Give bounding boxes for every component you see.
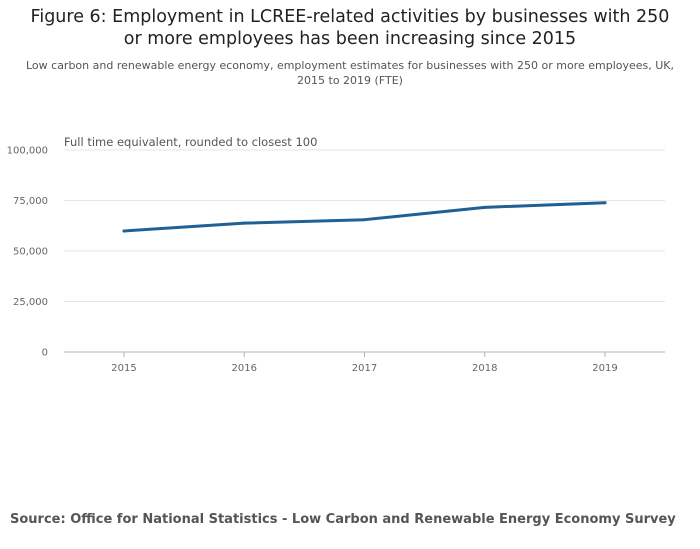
x-tick-label: 2018 [472, 363, 497, 374]
x-tick-label: 2016 [232, 363, 257, 374]
series-line [122, 201, 607, 233]
x-tick-label: 2017 [352, 363, 377, 374]
y-tick-label: 0 [42, 348, 48, 359]
data-point[interactable] [363, 218, 366, 222]
y-tick-label: 75,000 [13, 196, 48, 207]
x-tick-label: 2015 [111, 363, 136, 374]
x-tick-label: 2019 [592, 363, 617, 374]
y-tick-label: 50,000 [13, 247, 48, 258]
data-point[interactable] [603, 201, 607, 205]
y-tick-label: 25,000 [13, 297, 48, 308]
data-point[interactable] [483, 205, 487, 209]
chart-subtitle: Low carbon and renewable energy economy,… [25, 59, 675, 87]
data-point[interactable] [122, 229, 126, 233]
chart-title: Figure 6: Employment in LCREE-related ac… [30, 7, 670, 49]
y-axis-label: Full time equivalent, rounded to closest… [64, 135, 317, 149]
source-note: Source: Office for National Statistics -… [10, 512, 676, 527]
data-point[interactable] [242, 221, 246, 225]
y-tick-label: 100,000 [7, 146, 48, 157]
